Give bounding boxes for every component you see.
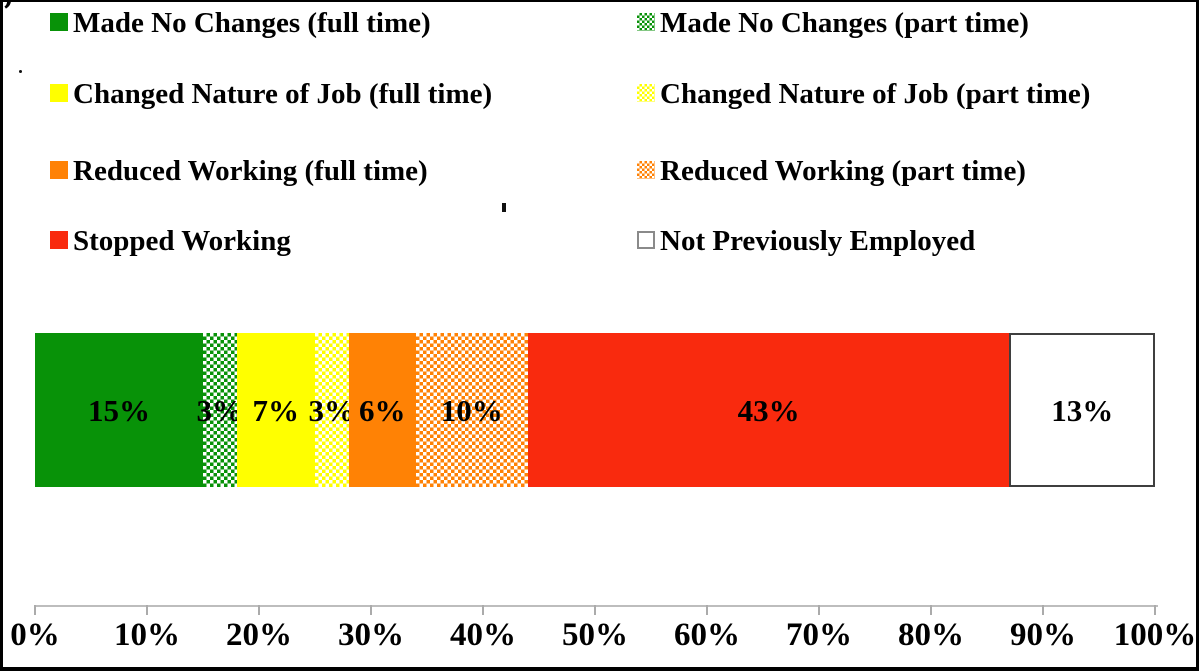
legend-swatch-reduced-working-part-time bbox=[637, 161, 655, 179]
x-axis-tick-label: 40% bbox=[450, 617, 516, 653]
legend-item-reduced-working-part-time: Reduced Working (part time) bbox=[637, 156, 1026, 186]
bar-segment-made-no-changes-part-time: 3% bbox=[197, 333, 243, 487]
x-axis-tick-label: 100% bbox=[1113, 617, 1197, 653]
x-axis-tick-label: 0% bbox=[10, 617, 60, 653]
x-axis-tick bbox=[34, 605, 36, 615]
x-axis-tick bbox=[706, 605, 708, 615]
legend-item-not-previously-employed: Not Previously Employed bbox=[637, 226, 975, 256]
legend-swatch-not-previously-employed bbox=[637, 231, 655, 249]
x-axis-tick bbox=[1042, 605, 1044, 615]
legend-label: Made No Changes (full time) bbox=[73, 7, 431, 39]
bar-segment-stopped-working: 43% bbox=[527, 333, 1010, 487]
x-axis-tick-label: 10% bbox=[114, 617, 180, 653]
x-axis-tick-label: 60% bbox=[674, 617, 740, 653]
legend-swatch-reduced-working-full-time bbox=[50, 161, 68, 179]
x-axis-tick bbox=[146, 605, 148, 615]
x-axis-tick-label: 30% bbox=[338, 617, 404, 653]
x-axis-tick-label: 50% bbox=[562, 617, 628, 653]
bar-segment-value: 43% bbox=[737, 392, 800, 428]
x-axis-tick bbox=[258, 605, 260, 615]
bar-segment-changed-nature-of-job-full-time: 7% bbox=[236, 333, 315, 487]
x-axis-tick bbox=[930, 605, 932, 615]
legend-swatch-made-no-changes-full-time bbox=[50, 13, 68, 31]
legend-item-reduced-working-full-time: Reduced Working (full time) bbox=[50, 156, 428, 186]
legend-item-changed-nature-of-job-part-time: Changed Nature of Job (part time) bbox=[637, 79, 1090, 109]
legend-label: Changed Nature of Job (full time) bbox=[73, 78, 493, 110]
legend-swatch-changed-nature-of-job-part-time bbox=[637, 84, 655, 102]
legend-item-stopped-working: Stopped Working bbox=[50, 226, 291, 256]
bar-segment-value: 10% bbox=[440, 392, 503, 428]
bar-segment-changed-nature-of-job-part-time: 3% bbox=[309, 333, 355, 487]
scan-artifact-dot bbox=[19, 70, 22, 73]
legend-item-made-no-changes-full-time: Made No Changes (full time) bbox=[50, 8, 431, 38]
x-axis-tick bbox=[370, 605, 372, 615]
bar-segment-value: 3% bbox=[196, 392, 244, 428]
scan-artifact-dash bbox=[502, 203, 506, 212]
x-axis-tick-label: 20% bbox=[226, 617, 292, 653]
bar-segment-value: 6% bbox=[358, 392, 406, 428]
bar-segment-not-previously-employed: 13% bbox=[1009, 333, 1155, 487]
bar-segment-value: 7% bbox=[252, 392, 300, 428]
x-axis-tick-label: 70% bbox=[786, 617, 852, 653]
bar-segment-value: 3% bbox=[308, 392, 356, 428]
legend-label: Reduced Working (part time) bbox=[660, 155, 1026, 187]
legend-item-changed-nature-of-job-full-time: Changed Nature of Job (full time) bbox=[50, 79, 492, 109]
x-axis-line bbox=[35, 605, 1158, 607]
legend-swatch-changed-nature-of-job-full-time bbox=[50, 84, 68, 102]
x-axis-tick bbox=[818, 605, 820, 615]
bar-segment-value: 13% bbox=[1051, 392, 1114, 428]
x-axis-tick-label: 90% bbox=[1010, 617, 1076, 653]
bar-segment-value: 15% bbox=[88, 392, 150, 428]
legend-item-made-no-changes-part-time: Made No Changes (part time) bbox=[637, 8, 1029, 38]
bar-segment-reduced-working-part-time: 10% bbox=[415, 333, 528, 487]
legend-swatch-stopped-working bbox=[50, 231, 68, 249]
bar-segment-reduced-working-full-time: 6% bbox=[348, 333, 416, 487]
legend-label: Not Previously Employed bbox=[660, 225, 976, 257]
legend-label: Reduced Working (full time) bbox=[73, 155, 428, 187]
x-axis-tick bbox=[482, 605, 484, 615]
legend-label: Made No Changes (part time) bbox=[660, 7, 1029, 39]
legend-label: Stopped Working bbox=[73, 225, 291, 257]
x-axis-tick bbox=[594, 605, 596, 615]
stacked-bar: 15% 3% 7% 3% 6% 10% 43% 13% bbox=[35, 333, 1155, 487]
bar-segment-made-no-changes-full-time: 15% bbox=[35, 333, 203, 487]
legend-label: Changed Nature of Job (part time) bbox=[660, 78, 1091, 110]
x-axis-tick-label: 80% bbox=[898, 617, 964, 653]
scan-artifact-apostrophe: ’ bbox=[3, 0, 14, 30]
legend-swatch-made-no-changes-part-time bbox=[637, 13, 655, 31]
x-axis-tick bbox=[1154, 605, 1156, 615]
